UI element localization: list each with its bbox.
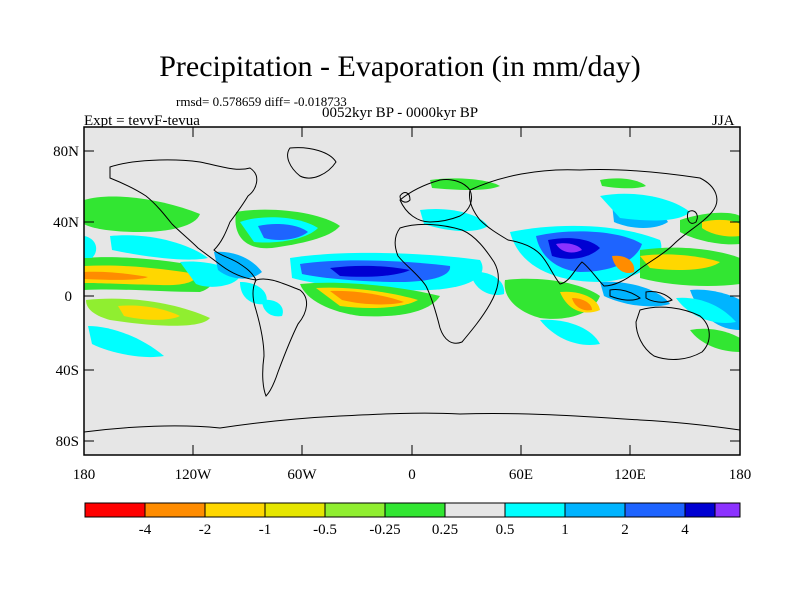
colorbar-label-7: 1 [561,522,569,538]
map-title: Precipitation - Evaporation (in mm/day) [159,50,641,83]
colorbar-box-4 [324,502,386,518]
coastlines [84,147,740,433]
coast-japan [687,210,698,224]
colorbar-box-6 [444,502,506,518]
colorbar-box-0 [84,502,146,518]
period-text: 0052kyr BP - 0000kyr BP [321,105,479,121]
lon-tick-0: 0 [408,467,416,483]
field-africa-east-cyan [470,271,505,296]
colorbar-label-0: -4 [139,522,152,538]
coast-south-america [252,278,307,397]
coast-north-america [109,159,258,281]
colorbar-box-5 [384,502,446,518]
colorbar-label-2: -1 [259,522,272,538]
lon-tick-60e: 60E [509,467,533,483]
lat-tick-0: 0 [65,289,73,305]
field-west-pacific-yellow [640,254,720,270]
colorbar-label-3: -0.5 [313,522,337,538]
field-australia-green [690,328,740,352]
coast-asia [469,168,718,287]
field-pacific-orange [84,271,148,280]
colorbar-label-6: 0.5 [496,522,515,538]
stats-text: rmsd= 0.578659 diff= -0.018733 [176,94,347,109]
colorbar-box-10 [684,502,716,518]
field-atlantic-tropical-dark [330,265,410,277]
field-west-pacific-orange [612,255,635,274]
colorbar-label-9: 4 [681,522,689,538]
field-africa-cyan [420,208,488,232]
colorbar-label-4: -0.25 [369,522,400,538]
field-np-yellow [702,219,740,237]
colorbar-box-11 [714,502,741,518]
lon-tick-180e: 180 [729,467,752,483]
field-south-pacific-yellow [118,305,180,320]
experiment-label: Expt = tevvF-tevua [84,113,200,129]
colorbar-box-2 [204,502,266,518]
lat-tick-80n: 80N [53,144,79,160]
axis-ticks [84,127,740,455]
lon-tick-180w: 180 [73,467,96,483]
colorbar-label-5: 0.25 [432,522,458,538]
colorbar-box-3 [264,502,326,518]
field-io-cyan [540,319,600,345]
field-south-america-cyan [262,299,283,317]
field-arctic-green [430,178,500,190]
field-cyan-west-edge [84,236,97,258]
coast-uk [399,192,411,203]
lon-tick-60w: 60W [287,467,317,483]
colorbar-box-1 [144,502,206,518]
coast-indonesia [609,289,673,303]
field-atlantic-blue [258,224,308,240]
season-label: JJA [712,113,735,129]
field-maritime-blue [600,281,670,307]
coast-greenland [287,147,337,179]
field-asia-purple [556,243,582,253]
coast-australia [635,306,710,360]
field-na-cyan [110,235,208,260]
colorbar [84,502,741,518]
lon-tick-120e: 120E [614,467,646,483]
colorbar-box-9 [624,502,686,518]
colorbar-box-8 [564,502,626,518]
coast-europe [399,179,473,223]
field-siberia-green [600,178,646,189]
lat-tick-40s: 40S [56,363,79,379]
anomaly-fields [84,178,740,358]
lat-tick-80s: 80S [56,434,79,450]
field-sp-cyan [676,297,736,323]
field-pacific-yellow [84,265,197,286]
colorbar-box-7 [504,502,566,518]
colorbar-label-8: 2 [621,522,629,538]
field-atlantic-south-orange [330,290,404,305]
field-io-orange [572,298,592,311]
coast-africa [394,223,499,344]
colorbar-label-1: -2 [199,522,212,538]
lon-tick-120w: 120W [175,467,213,483]
lat-tick-40n: 40N [53,215,79,231]
field-south-pacific-cyan [88,326,164,358]
field-east-asia-cyan [600,193,690,221]
coast-antarctica [84,412,740,433]
